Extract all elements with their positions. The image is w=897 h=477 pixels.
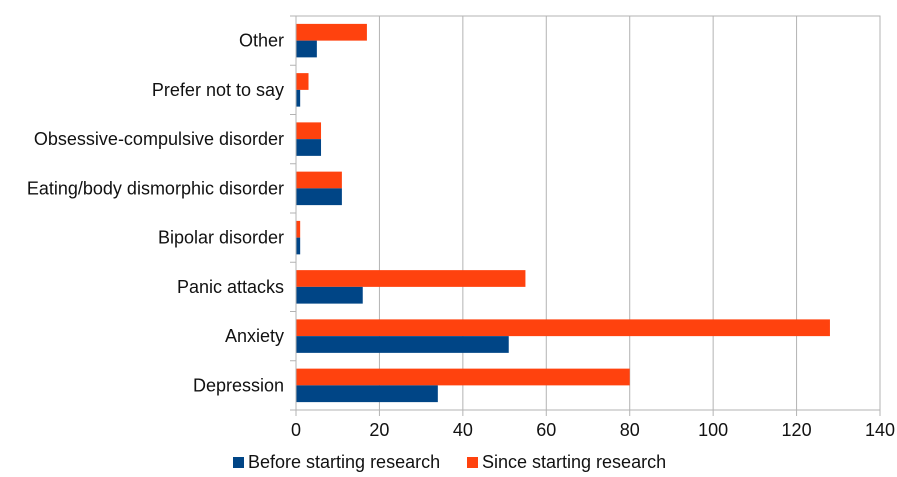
bar-since-starting-research [296,270,526,287]
bar-since-starting-research [296,122,322,140]
category-label: Prefer not to say [152,80,284,100]
bar-before-starting-research [296,139,322,156]
legend-swatch [233,457,244,468]
bar-before-starting-research [296,286,363,304]
category-label: Other [239,31,284,51]
axis-layer [290,15,881,416]
label-layer: 0 20 40 60 80 100 120 140 Depression Anxiety Panic… [27,31,895,440]
category-label: Panic attacks [177,277,284,297]
bar-before-starting-research [296,237,301,255]
category-label: Depression [193,375,284,395]
bar-before-starting-research [296,89,301,107]
bar-since-starting-research [296,73,309,90]
x-tick-label: 60 [536,420,556,440]
bar-before-starting-research [296,40,317,58]
bar-since-starting-research [296,319,830,337]
bar-since-starting-research [296,171,342,189]
legend: Before starting research Since starting r… [233,452,666,472]
x-tick-label: 40 [453,420,473,440]
bar-before-starting-research [296,188,342,206]
x-tick-label: 120 [782,420,812,440]
x-tick-label: 140 [865,420,895,440]
bar-since-starting-research [296,368,630,386]
x-tick-label: 80 [620,420,640,440]
bar-layer [296,23,830,403]
x-tick-label: 20 [369,420,389,440]
x-tick-label: 0 [291,420,301,440]
legend-label: Before starting research [248,452,440,472]
category-label: Obsessive-compulsive disorder [34,129,284,149]
bar-before-starting-research [296,385,438,403]
category-label: Bipolar disorder [158,228,284,248]
bar-since-starting-research [296,23,367,41]
bar-before-starting-research [296,336,509,353]
x-tick-label: 100 [698,420,728,440]
bar-since-starting-research [296,220,301,238]
category-label: Eating/body dismorphic disorder [27,178,284,198]
category-label: Anxiety [225,326,284,346]
legend-swatch [467,457,478,468]
legend-label: Since starting research [482,452,666,472]
